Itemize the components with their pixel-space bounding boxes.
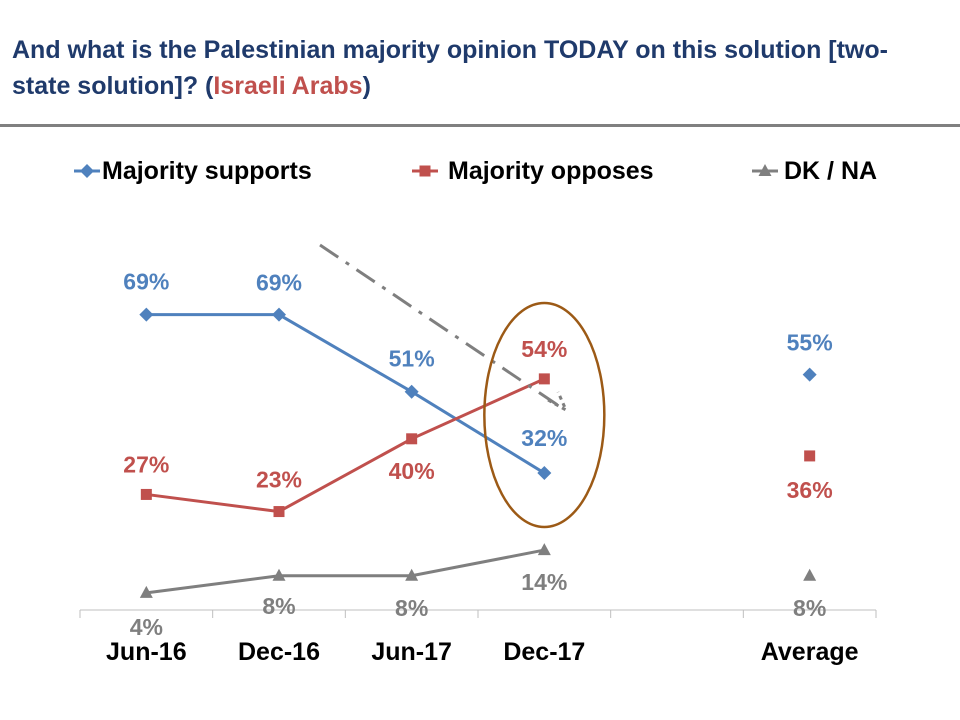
data-point [537, 466, 552, 481]
legend-marker [419, 165, 431, 177]
data-label: 8% [262, 593, 295, 619]
data-point [538, 373, 550, 385]
page-title: And what is the Palestinian majority opi… [12, 32, 942, 104]
data-point [272, 568, 286, 581]
title-text: And what is the Palestinian majority opi… [12, 36, 888, 100]
legend-label: Majority opposes [448, 157, 654, 185]
data-label: 27% [123, 451, 169, 477]
x-tick-label: Jun-17 [371, 638, 452, 666]
data-label: 4% [130, 614, 163, 640]
data-label: 23% [256, 467, 302, 493]
series-line [146, 377, 545, 514]
title-suffix: ) [362, 72, 371, 100]
legend-marker [758, 164, 772, 176]
data-point [406, 433, 418, 445]
data-label: 51% [389, 346, 435, 372]
data-point [537, 543, 551, 556]
data-label: 36% [787, 477, 833, 503]
data-label: 8% [793, 595, 826, 621]
data-label: 14% [521, 569, 567, 595]
title-highlight: Israeli Arabs [213, 72, 363, 100]
data-point [140, 488, 152, 500]
series-line [146, 548, 545, 595]
highlight-circle [483, 301, 606, 529]
data-label: 8% [395, 595, 428, 621]
data-point [273, 506, 285, 518]
data-label: 69% [123, 269, 169, 295]
data-label: 54% [521, 336, 567, 362]
title-divider [0, 124, 960, 127]
legend-marker [80, 164, 94, 178]
legend-label: DK / NA [784, 157, 877, 185]
data-point [405, 568, 419, 581]
data-label: 55% [787, 330, 833, 356]
data-point [272, 307, 286, 322]
data-label: 40% [389, 458, 435, 484]
data-point [803, 568, 817, 581]
series-line [146, 313, 546, 475]
data-label: 32% [521, 425, 567, 451]
x-tick-label: Average [761, 638, 859, 666]
trend-arrow [319, 243, 563, 410]
data-label: 69% [256, 270, 302, 296]
data-point [139, 307, 154, 322]
data-point [802, 367, 817, 382]
data-point [139, 585, 153, 598]
x-tick-label: Jun-16 [106, 638, 187, 666]
data-point [804, 450, 816, 462]
x-tick-label: Dec-17 [503, 638, 585, 666]
x-tick-label: Dec-16 [238, 638, 320, 666]
data-point [404, 384, 419, 399]
legend-label: Majority supports [102, 157, 312, 185]
trend-arrowhead [547, 391, 570, 414]
